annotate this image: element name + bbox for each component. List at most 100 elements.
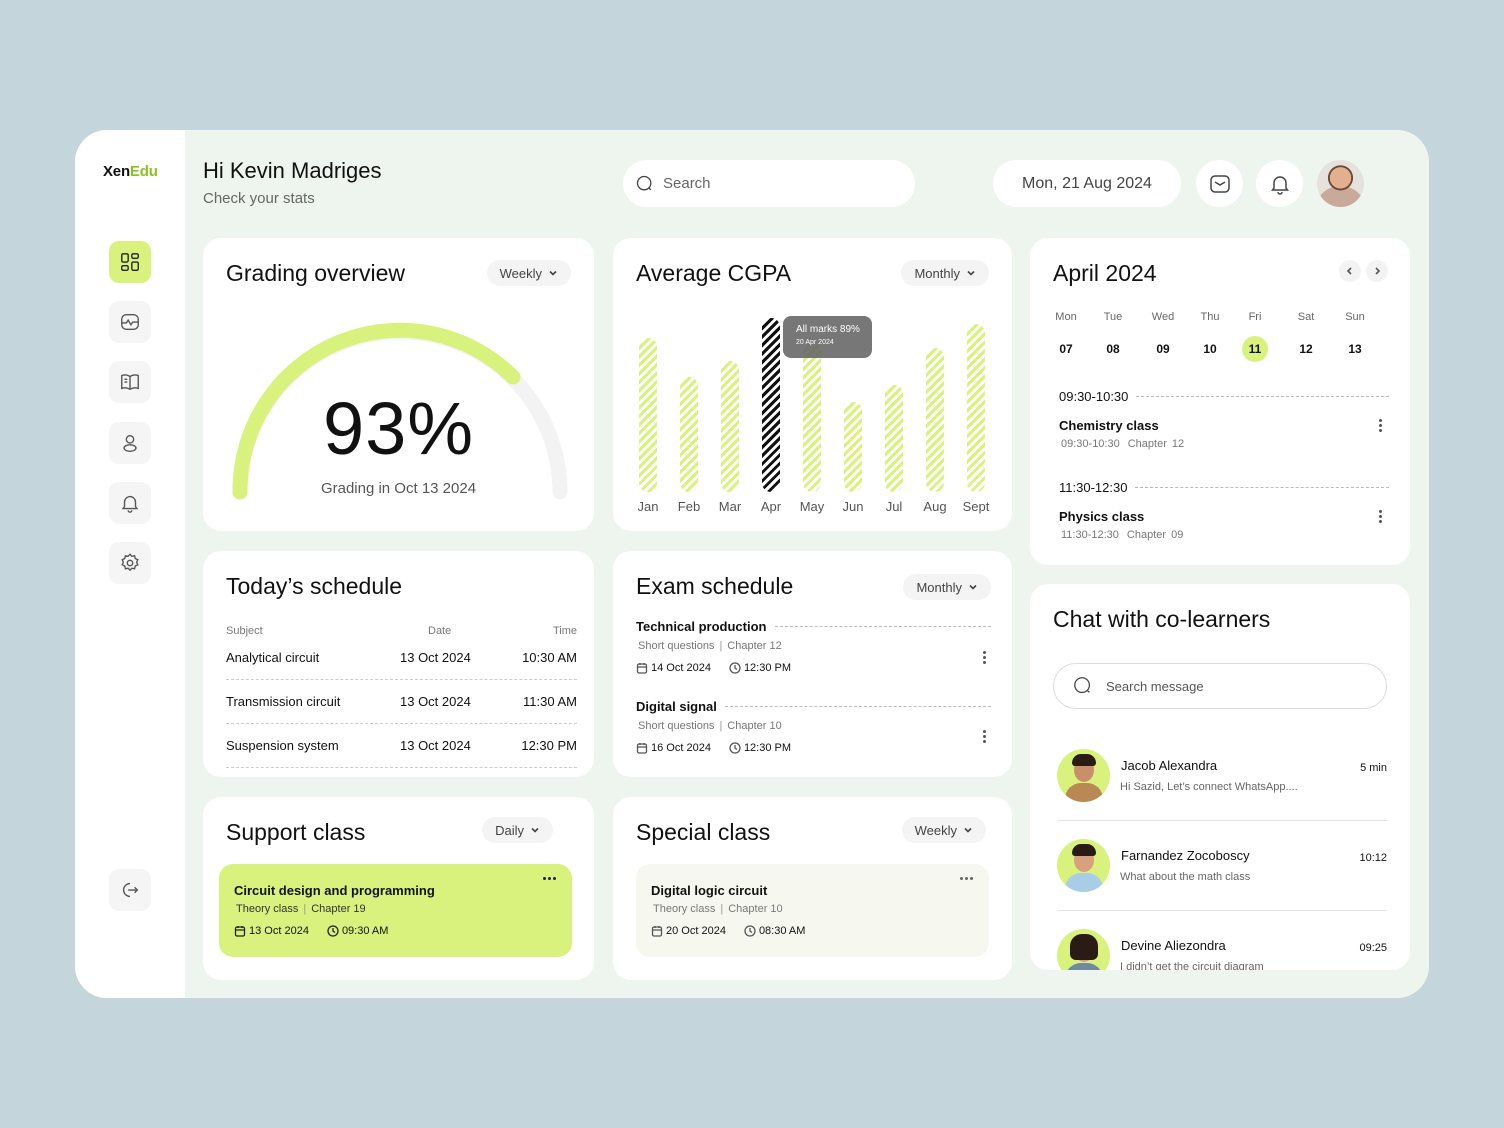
grading-filter-dropdown[interactable]: Weekly bbox=[486, 260, 571, 286]
exam-meta: 14 Oct 2024 12:30 PM bbox=[636, 662, 791, 674]
bar bbox=[844, 402, 862, 492]
logo: XenEdu bbox=[103, 163, 158, 180]
user-avatar[interactable] bbox=[1317, 160, 1364, 207]
chevron-down-icon bbox=[531, 827, 539, 833]
row-subject: Suspension system bbox=[226, 738, 339, 753]
slot-time-label: 11:30-12:30 bbox=[1059, 480, 1128, 495]
logout-button[interactable] bbox=[109, 869, 151, 911]
chat-time: 10:12 bbox=[1359, 852, 1387, 864]
exam-item-title: Technical production bbox=[636, 619, 991, 634]
chart-bar-apr[interactable] bbox=[762, 297, 780, 492]
row-time: 10:30 AM bbox=[522, 650, 577, 665]
chart-bar-jul[interactable] bbox=[885, 297, 903, 492]
divider bbox=[1057, 910, 1387, 911]
column-header-subject: Subject bbox=[226, 625, 263, 637]
chevron-left-icon bbox=[1346, 267, 1352, 275]
bar bbox=[967, 324, 985, 492]
chart-bar-mar[interactable] bbox=[721, 297, 739, 492]
support-class-item[interactable]: Circuit design and programming Theory cl… bbox=[219, 864, 572, 957]
calendar-day: Sat 12 bbox=[1282, 311, 1330, 362]
bar bbox=[803, 341, 821, 492]
exam-name: Technical production bbox=[636, 619, 767, 634]
column-header-time: Time bbox=[552, 625, 577, 637]
chat-search-input[interactable] bbox=[1106, 678, 1346, 694]
greeting: Hi Kevin Madriges Check your stats bbox=[203, 158, 382, 207]
class-date: 20 Oct 2024 bbox=[666, 925, 726, 937]
slot-time-label: 09:30-10:30 bbox=[1059, 389, 1129, 404]
calendar-prev-button[interactable] bbox=[1339, 260, 1361, 282]
mail-icon bbox=[1209, 174, 1230, 193]
cgpa-filter-dropdown[interactable]: Monthly bbox=[901, 260, 989, 286]
slot-more-button[interactable] bbox=[1375, 508, 1385, 524]
day-date[interactable]: 12 bbox=[1299, 342, 1313, 356]
messages-button[interactable] bbox=[1196, 160, 1243, 207]
grading-value: 93% bbox=[322, 387, 475, 470]
slot-more-button[interactable] bbox=[1375, 417, 1385, 433]
day-date[interactable]: 13 bbox=[1348, 342, 1362, 356]
table-row[interactable]: Transmission circuit 13 Oct 2024 11:30 A… bbox=[226, 694, 577, 724]
dashed-divider bbox=[1135, 487, 1389, 488]
day-date[interactable]: 09 bbox=[1156, 342, 1170, 356]
dashed-divider bbox=[1136, 396, 1389, 397]
grid-icon bbox=[121, 253, 139, 271]
class-more-button[interactable] bbox=[958, 874, 974, 882]
special-class-item[interactable]: Digital logic circuit Theory class | Chapt… bbox=[636, 864, 989, 957]
sidebar-item-profile[interactable] bbox=[109, 422, 151, 464]
chevron-down-icon bbox=[549, 270, 557, 276]
grading-overview-card: Grading overview Weekly 93% Grading in O… bbox=[203, 238, 594, 531]
day-date[interactable]: 08 bbox=[1106, 342, 1120, 356]
bell-icon bbox=[121, 495, 139, 513]
calendar-day: Sun 13 bbox=[1331, 311, 1379, 362]
notifications-button[interactable] bbox=[1256, 160, 1303, 207]
x-axis-label: Jul bbox=[885, 499, 903, 514]
chat-message: Hi Sazid, Let’s connect WhatsApp.... bbox=[1120, 781, 1298, 793]
row-date: 13 Oct 2024 bbox=[400, 650, 471, 665]
row-time: 11:30 AM bbox=[523, 694, 577, 709]
class-title: Circuit design and programming bbox=[234, 883, 435, 898]
grading-gauge bbox=[232, 322, 568, 500]
table-row[interactable]: Suspension system 13 Oct 2024 12:30 PM bbox=[226, 738, 577, 768]
chart-bar-feb[interactable] bbox=[680, 297, 698, 492]
chevron-right-icon bbox=[1375, 267, 1381, 275]
exam-more-button[interactable] bbox=[979, 728, 989, 744]
exam-filter-dropdown[interactable]: Monthly bbox=[903, 574, 991, 600]
grading-filter-label: Weekly bbox=[499, 265, 542, 281]
day-name: Sat bbox=[1297, 311, 1315, 323]
sidebar-item-notifications[interactable] bbox=[109, 482, 151, 524]
day-date[interactable]: 10 bbox=[1203, 342, 1217, 356]
exam-more-button[interactable] bbox=[979, 649, 989, 665]
chat-search-bar[interactable] bbox=[1053, 663, 1387, 709]
sidebar-item-dashboard[interactable] bbox=[109, 241, 151, 283]
class-more-button[interactable] bbox=[541, 874, 557, 882]
table-row[interactable]: Analytical circuit 13 Oct 2024 10:30 AM bbox=[226, 650, 577, 680]
day-date-selected[interactable]: 11 bbox=[1242, 336, 1268, 362]
chat-list-item[interactable]: Farnandez Zocoboscy What about the math … bbox=[1057, 839, 1387, 899]
logo-text-accent: Edu bbox=[129, 163, 158, 180]
greeting-subtitle: Check your stats bbox=[203, 190, 315, 207]
chart-bar-jun[interactable] bbox=[844, 297, 862, 492]
chart-bar-sept[interactable] bbox=[967, 297, 985, 492]
day-date[interactable]: 07 bbox=[1059, 342, 1073, 356]
activity-icon bbox=[121, 313, 139, 331]
search-bar[interactable] bbox=[623, 160, 915, 207]
bar bbox=[885, 384, 903, 492]
exam-title: Exam schedule bbox=[636, 573, 794, 599]
chart-bar-aug[interactable] bbox=[926, 297, 944, 492]
chart-bar-may[interactable] bbox=[803, 297, 821, 492]
chart-bar-jan[interactable] bbox=[639, 297, 657, 492]
special-filter-dropdown[interactable]: Weekly bbox=[901, 817, 986, 843]
search-input[interactable] bbox=[663, 175, 883, 192]
calendar-day: Tue 08 bbox=[1089, 311, 1137, 362]
sidebar-item-activity[interactable] bbox=[109, 301, 151, 343]
support-filter-dropdown[interactable]: Daily bbox=[482, 817, 553, 843]
calendar-next-button[interactable] bbox=[1366, 260, 1388, 282]
sidebar-item-courses[interactable] bbox=[109, 361, 151, 403]
calendar-title: April 2024 bbox=[1053, 260, 1157, 286]
bell-icon bbox=[1270, 175, 1289, 195]
chat-list-item[interactable]: Devine Aliezondra I didn’t get the circu… bbox=[1057, 929, 1387, 970]
chat-list-item[interactable]: Jacob Alexandra Hi Sazid, Let’s connect … bbox=[1057, 749, 1387, 809]
chat-time: 5 min bbox=[1360, 762, 1387, 774]
cgpa-title: Average CGPA bbox=[636, 260, 792, 286]
gear-icon bbox=[121, 553, 139, 572]
sidebar-item-settings[interactable] bbox=[109, 542, 151, 584]
